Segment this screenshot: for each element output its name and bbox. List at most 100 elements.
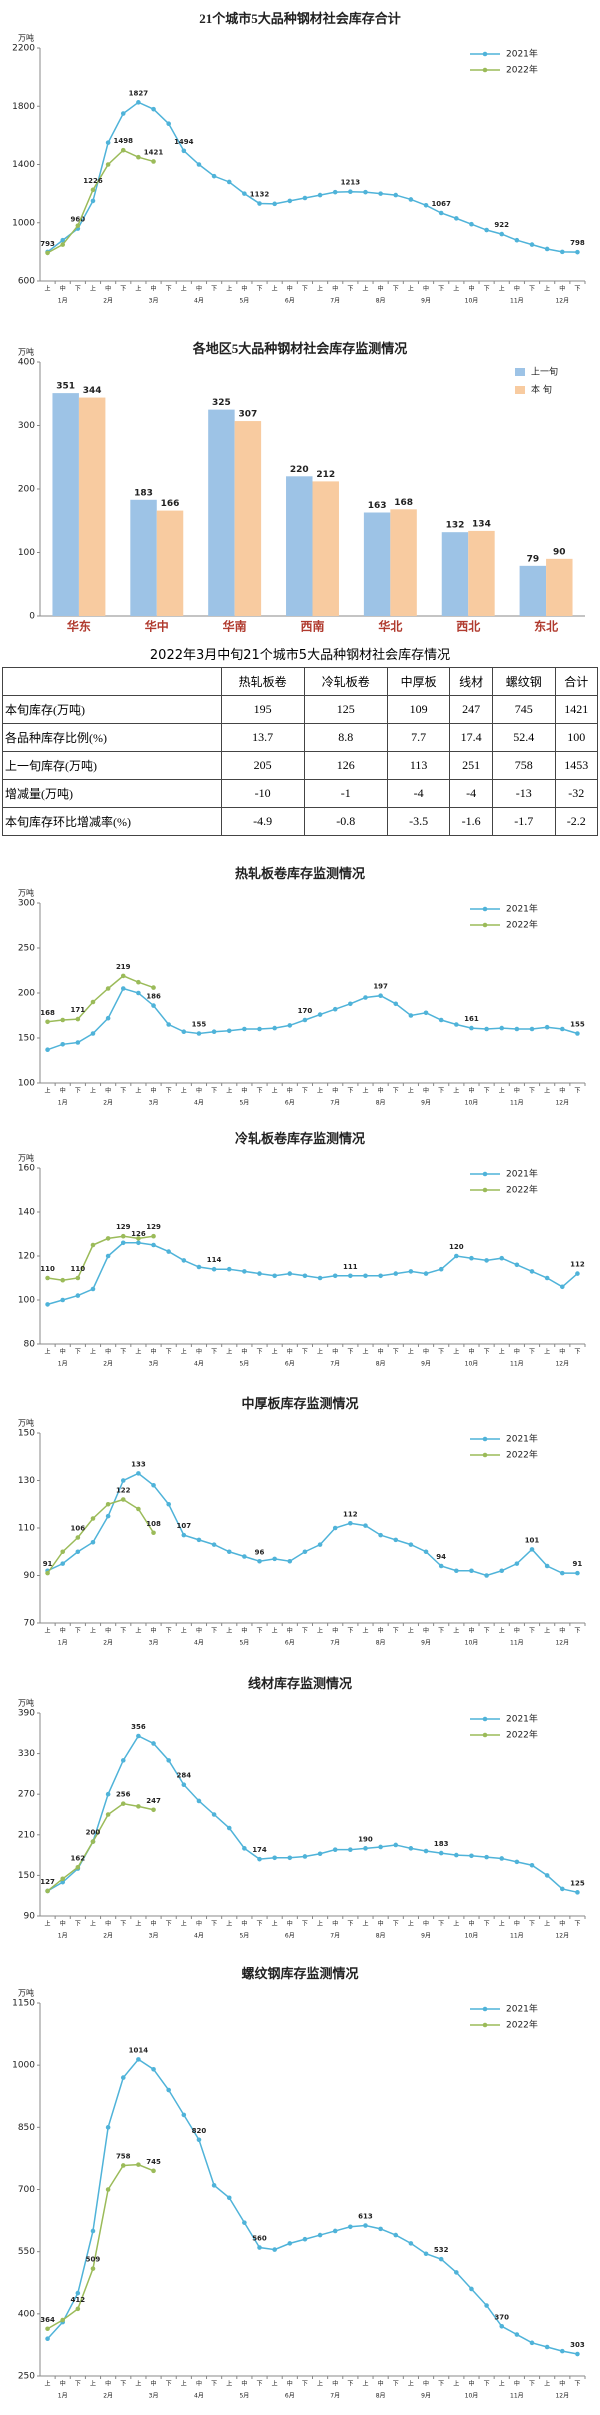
y-tick-label: 300 bbox=[18, 421, 35, 431]
point bbox=[408, 1013, 414, 1018]
data-label: 79 bbox=[527, 554, 540, 564]
x-tick-label: 上 bbox=[408, 285, 414, 293]
x-tick-label: 中 bbox=[468, 285, 474, 293]
point bbox=[105, 162, 111, 167]
x-tick-label: 上 bbox=[226, 1348, 232, 1356]
point bbox=[120, 1240, 126, 1246]
point bbox=[484, 1258, 489, 1263]
x-tick-label: 东北 bbox=[534, 619, 558, 634]
y-tick-label: 550 bbox=[18, 2247, 35, 2257]
x-tick-label: 中 bbox=[105, 2380, 111, 2388]
x-tick-label: 中 bbox=[287, 1627, 293, 1635]
point bbox=[242, 1269, 247, 1274]
month-label: 9月 bbox=[421, 298, 431, 305]
data-label: 108 bbox=[146, 1520, 161, 1528]
point bbox=[317, 1851, 323, 1857]
point bbox=[105, 1513, 111, 1519]
x-tick-label: 上 bbox=[181, 1627, 187, 1635]
x-tick-label: 下 bbox=[574, 1921, 580, 1928]
point bbox=[287, 2241, 293, 2246]
x-tick-label: 上 bbox=[499, 2380, 505, 2388]
point bbox=[575, 2351, 580, 2357]
month-label: 4月 bbox=[194, 2393, 204, 2400]
data-label: 127 bbox=[40, 1878, 55, 1886]
x-tick-label: 华南 bbox=[223, 619, 247, 634]
x-tick-label: 下 bbox=[257, 2381, 263, 2388]
x-tick-label: 上 bbox=[317, 1627, 323, 1635]
x-tick-label: 上 bbox=[90, 1348, 96, 1356]
point bbox=[90, 2228, 96, 2234]
data-label: 90 bbox=[553, 547, 566, 557]
x-tick-label: 中 bbox=[378, 1627, 384, 1635]
x-tick-label: 上 bbox=[226, 1627, 232, 1635]
x-tick-label: 中 bbox=[151, 285, 157, 293]
x-tick-label: 中 bbox=[151, 1920, 157, 1928]
bar bbox=[208, 409, 235, 616]
legend-marker bbox=[482, 1187, 488, 1193]
data-label: 170 bbox=[298, 1007, 313, 1015]
legend-label: 本 旬 bbox=[531, 384, 552, 396]
month-label: 3月 bbox=[149, 2393, 159, 2400]
month-label: 3月 bbox=[149, 298, 159, 305]
point bbox=[469, 1568, 474, 1574]
point bbox=[105, 2125, 111, 2130]
x-tick-label: 中 bbox=[151, 1348, 157, 1356]
month-label: 1月 bbox=[58, 2393, 68, 2400]
x-tick-label: 上 bbox=[544, 1920, 550, 1928]
point bbox=[332, 2228, 338, 2234]
point bbox=[529, 1547, 535, 1552]
month-label: 9月 bbox=[421, 2393, 431, 2400]
y-tick-label: 1800 bbox=[12, 102, 35, 112]
point bbox=[151, 159, 156, 164]
chart-title: 中厚板库存监测情况 bbox=[241, 1396, 358, 1411]
data-label: 163 bbox=[368, 501, 387, 511]
point bbox=[90, 1242, 96, 1248]
table-row: 本旬库存环比增减率(%) -4.9 -0.8 -3.5 -1.6 -1.7 -2.2 bbox=[2, 807, 599, 836]
data-label: 1014 bbox=[129, 2046, 149, 2054]
month-label: 11月 bbox=[510, 1361, 524, 1368]
x-tick-label: 中 bbox=[60, 1920, 66, 1928]
point bbox=[378, 1844, 383, 1850]
point bbox=[151, 2168, 156, 2174]
month-label: 12月 bbox=[555, 298, 569, 305]
point bbox=[75, 2290, 81, 2296]
point bbox=[423, 1271, 429, 1276]
point bbox=[105, 1253, 111, 1259]
y-tick-label: 200 bbox=[18, 989, 35, 999]
point bbox=[393, 1842, 399, 1848]
x-tick-label: 下 bbox=[529, 286, 535, 293]
x-tick-label: 上 bbox=[317, 1087, 323, 1095]
point bbox=[90, 1031, 96, 1036]
month-label: 9月 bbox=[421, 1640, 431, 1647]
table-row: 增减量(万吨) -10 -1 -4 -4 -13 -32 bbox=[2, 779, 599, 808]
x-tick-label: 中 bbox=[332, 1087, 338, 1095]
x-tick-label: 中 bbox=[287, 1920, 293, 1928]
x-tick-label: 中 bbox=[287, 2380, 293, 2388]
point bbox=[75, 1535, 81, 1540]
point bbox=[559, 2348, 565, 2354]
bar bbox=[390, 509, 417, 616]
legend-label: 2021年 bbox=[506, 2003, 538, 2015]
x-tick-label: 上 bbox=[317, 2380, 323, 2388]
y-tick-label: 110 bbox=[18, 1524, 35, 1534]
month-label: 7月 bbox=[330, 298, 340, 305]
table-cell: 中厚板 bbox=[386, 667, 451, 696]
x-tick-label: 上 bbox=[544, 1627, 550, 1635]
series-line bbox=[47, 975, 154, 1023]
x-tick-label: 中 bbox=[332, 285, 338, 293]
data-label: 284 bbox=[177, 1772, 192, 1780]
data-label: 133 bbox=[131, 1460, 146, 1468]
x-tick-label: 下 bbox=[438, 1349, 444, 1356]
month-label: 10月 bbox=[465, 1100, 479, 1107]
chart-title: 各地区5大品种钢材社会库存监测情况 bbox=[192, 341, 408, 356]
point bbox=[348, 1520, 353, 1526]
point bbox=[529, 242, 535, 247]
y-tick-label: 1000 bbox=[12, 2061, 35, 2071]
point bbox=[151, 106, 156, 112]
point bbox=[136, 1236, 141, 1241]
point bbox=[257, 1026, 262, 1032]
data-label: 126 bbox=[131, 1230, 146, 1238]
point bbox=[454, 1852, 459, 1858]
point bbox=[408, 197, 414, 202]
table-cell: 合计 bbox=[554, 667, 599, 696]
